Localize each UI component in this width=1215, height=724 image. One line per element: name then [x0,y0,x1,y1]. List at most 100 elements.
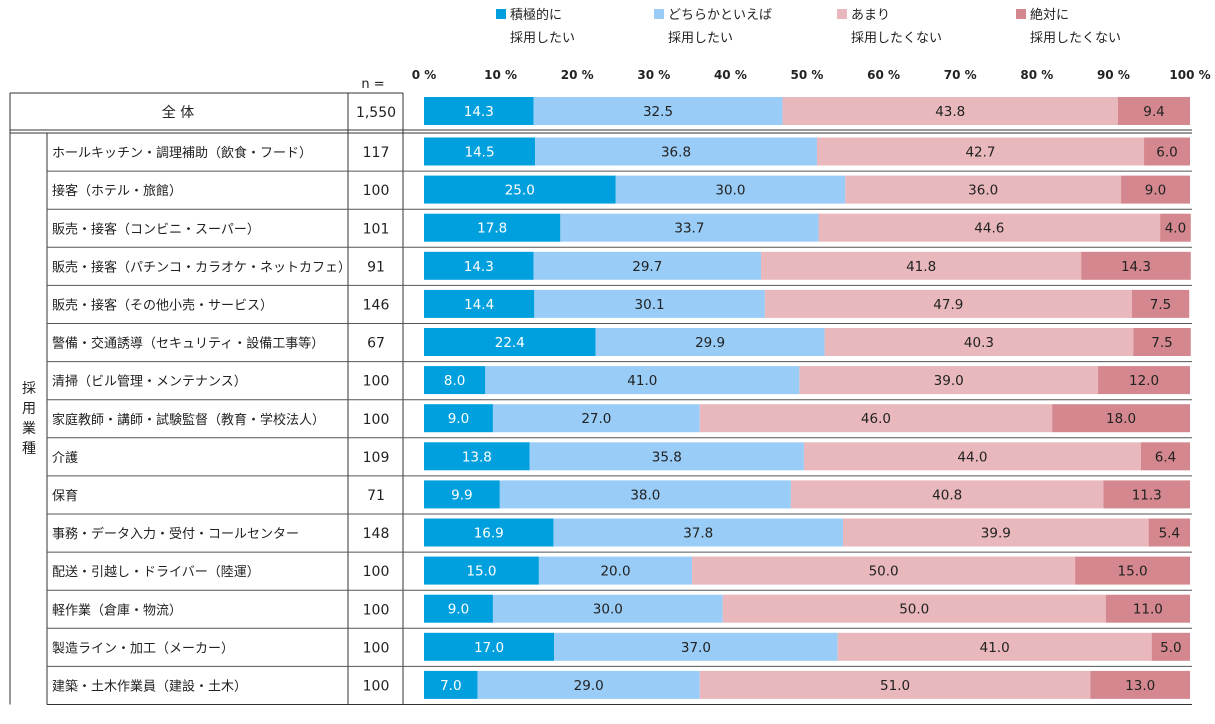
bar-row-1-segment-3 [816,137,1145,166]
bar-row-7-segment-3 [799,366,1099,395]
bar-row-8-data-label-4: 18.0 [1106,411,1136,427]
total-bar-data-label-2: 32.5 [643,104,673,120]
bar-row-10-segment-2 [499,480,791,509]
n-value: 100 [363,412,390,428]
bar-row-5-data-label-4: 7.5 [1150,297,1171,313]
bar-row-7-data-label-2: 41.0 [627,373,657,389]
bar-row-4-segment-3 [761,251,1082,280]
bar-row-6-data-label-3: 40.3 [964,335,994,351]
total-category-label: 全 体 [162,104,194,121]
bar-row-4-data-label-1: 14.3 [464,259,494,275]
bar-row-8-segment-3 [699,404,1053,433]
bar-row-4-segment-1 [424,251,534,280]
bar-row-5-segment-4 [1131,289,1190,318]
bar-row-6-data-label-1: 22.4 [495,335,525,351]
legend-swatch-3 [837,9,847,19]
bar-row-15-segment-3 [699,670,1091,699]
bar-row-7-segment-1 [424,366,486,395]
bar-row-6-data-label-2: 29.9 [695,335,725,351]
bar-row-5-data-label-1: 14.4 [464,297,494,313]
legend-swatch-2 [654,9,664,19]
bar-row-15-data-label-2: 29.0 [574,678,604,694]
bar-row-1-segment-2 [535,137,817,166]
bar-row-12-segment-3 [692,556,1076,585]
group-label-char: 業 [22,421,36,437]
n-value: 100 [363,564,390,580]
bar-row-13-data-label-4: 11.0 [1133,602,1163,618]
x-tick-label: 60 % [867,68,900,82]
category-label: 家庭教師・講師・試験監督（教育・学校法人） [52,412,325,428]
legend-label-2: どちらかといえば [668,8,772,23]
x-tick-label: 20 % [561,68,594,82]
x-tick-label: 70 % [944,68,977,82]
legend-swatch-4 [1016,9,1026,19]
bar-row-3-data-label-3: 44.6 [974,221,1004,237]
category-label: 警備・交通誘導（セキュリティ・設備工事等） [52,336,324,352]
n-value: 100 [363,374,390,390]
bar-row-14-data-label-1: 17.0 [474,640,504,656]
bar-row-8-segment-2 [492,404,700,433]
bar-row-5-data-label-2: 30.1 [635,297,665,313]
n-value: 91 [367,259,385,275]
bar-row-9-data-label-4: 6.4 [1155,449,1176,465]
bar-row-1-data-label-2: 36.8 [661,145,691,161]
bar-row-14-segment-1 [424,632,555,661]
bar-row-4-data-label-4: 14.3 [1121,259,1151,275]
bar-row-12-segment-4 [1075,556,1190,585]
bar-row-9-segment-2 [529,442,804,471]
bar-row-3-segment-3 [818,213,1161,242]
bar-row-8-segment-1 [424,404,493,433]
bar-row-10-data-label-1: 9.9 [451,487,472,503]
x-tick-label: 80 % [1020,68,1053,82]
bar-row-13-data-label-3: 50.0 [899,602,929,618]
bar-row-9-segment-1 [424,442,530,471]
bar-row-2-segment-3 [845,175,1122,204]
bar-row-4-segment-4 [1081,251,1191,280]
category-label: 介護 [52,450,78,466]
bar-row-11-segment-1 [424,518,554,547]
bar-row-1-data-label-4: 6.0 [1156,145,1177,161]
bar-row-15-segment-1 [424,670,478,699]
bar-row-13-segment-4 [1105,594,1190,623]
bar-row-13-segment-3 [722,594,1106,623]
total-bar-segment-1 [424,97,534,125]
bar-row-5-data-label-3: 47.9 [933,297,963,313]
x-tick-label: 40 % [714,68,747,82]
category-label: 配送・引越し・ドライバー（陸運） [52,564,260,580]
n-value: 71 [367,488,385,504]
bar-row-3-data-label-1: 17.8 [477,221,507,237]
bar-row-13-segment-1 [424,594,493,623]
n-value: 148 [363,526,390,542]
category-label: 軽作業（倉庫・物流） [52,602,182,618]
bar-row-2-segment-2 [615,175,846,204]
n-value: 117 [363,145,390,161]
bar-row-3-segment-4 [1160,213,1191,242]
legend-label-line2-2: 採用したい [668,31,733,46]
bar-row-10-data-label-2: 38.0 [630,487,660,503]
bar-row-15-data-label-3: 51.0 [880,678,910,694]
x-tick-label: 90 % [1097,68,1130,82]
bar-row-10-segment-3 [790,480,1104,509]
bar-row-3-segment-1 [424,213,561,242]
bar-row-15-data-label-4: 13.0 [1125,678,1155,694]
bar-row-15-segment-2 [477,670,700,699]
total-bar-data-label-4: 9.4 [1143,104,1164,120]
category-label: 販売・接客（その他小売・サービス） [52,297,273,313]
bar-row-6-data-label-4: 7.5 [1151,335,1172,351]
category-label: 事務・データ入力・受付・コールセンター [52,526,299,542]
bar-row-6-segment-1 [424,328,596,356]
x-tick-label: 50 % [791,68,824,82]
category-label: 接客（ホテル・旅館） [52,183,182,199]
bar-row-1-segment-4 [1144,137,1190,166]
bar-row-12-data-label-3: 50.0 [869,564,899,580]
bar-row-1-segment-1 [424,137,536,166]
bar-row-9-data-label-3: 44.0 [957,449,987,465]
bar-row-15-data-label-1: 7.0 [440,678,461,694]
bar-row-12-segment-2 [538,556,693,585]
bar-row-11-segment-3 [843,518,1149,547]
bar-row-10-data-label-4: 11.3 [1132,487,1162,503]
bar-row-11-data-label-2: 37.8 [683,526,713,542]
legend-label-1: 積極的に [510,7,562,23]
bar-row-2-data-label-1: 25.0 [505,183,535,199]
category-label: ホールキッチン・調理補助（飲食・フード） [52,145,312,161]
